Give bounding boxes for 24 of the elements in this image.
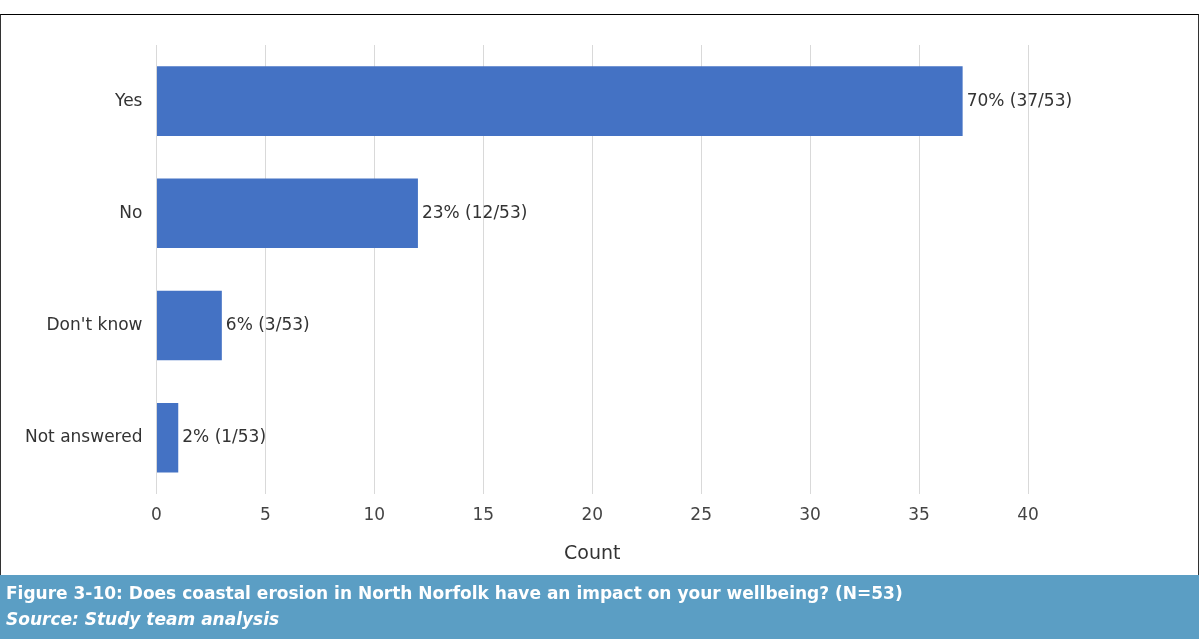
y-tick-label: No [119,201,143,222]
x-axis-title: Count [564,540,621,563]
x-tick-label: 35 [908,504,930,525]
bar [156,402,179,473]
x-tick-label: 5 [259,504,271,525]
y-tick-label: Yes [114,89,143,110]
bar [156,66,963,136]
data-label: 6% (3/53) [225,313,310,334]
text: Figure 3-10: Does coastal erosion in North Norfolk have an impact on your wellbeing? (N=53) [6,583,903,603]
x-tick-label: 25 [690,504,712,525]
source-note: Source: Study team analysis [6,609,280,629]
y-tick-label: Don't know [46,313,143,334]
x-tick-label: 30 [799,504,821,525]
x-tick-label: 40 [1017,504,1039,525]
bar [156,178,418,249]
data-label: 23% (12/53) [421,201,528,222]
y-tick-label: Not answered [25,426,143,447]
data-label: 2% (1/53) [182,426,267,447]
x-tick-label: 20 [581,504,604,525]
x-tick-label: 0 [151,504,162,525]
data-label: 70% (37/53) [966,89,1073,110]
x-tick-label: 10 [363,504,386,525]
bar [156,290,222,361]
x-tick-label: 15 [472,504,495,525]
